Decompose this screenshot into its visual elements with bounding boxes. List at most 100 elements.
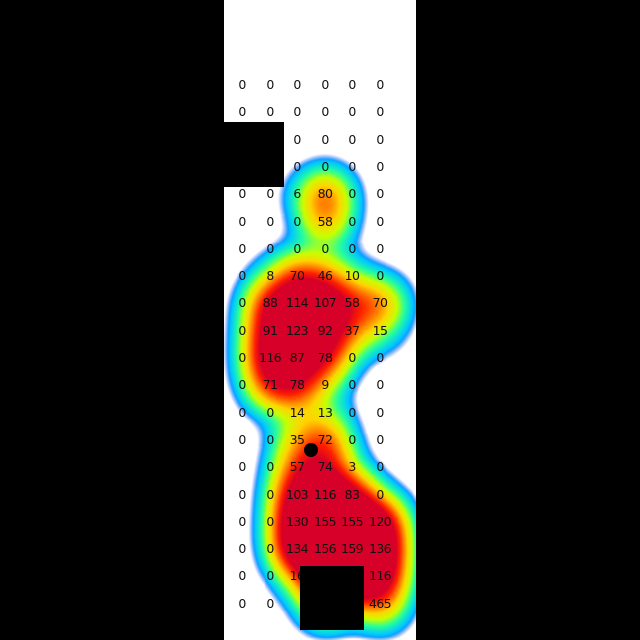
heatmap-cell-label: 13 (317, 404, 333, 420)
heatmap-cell-label: 130 (285, 513, 309, 529)
heatmap-cell-label: 0 (238, 268, 246, 284)
heatmap-cell-label: 114 (285, 295, 309, 311)
heatmap-cell-label: 0 (238, 77, 246, 92)
heatmap-cell-label: 0 (348, 213, 356, 229)
heatmap-cell-label: 0 (321, 158, 329, 174)
heatmap-cell-label: 0 (293, 240, 301, 256)
heatmap-cell-label: 0 (376, 459, 384, 475)
heatmap-cell-label: 155 (340, 513, 364, 529)
heatmap-cell-label: 0 (266, 404, 274, 420)
heatmap-cell-label: 6 (293, 186, 301, 202)
heatmap-cell-label: 116 (368, 568, 392, 584)
heatmap-cell-label: 0 (266, 486, 274, 502)
heatmap-cell-label: 0 (348, 350, 356, 365)
heatmap-cell-label: 0 (348, 104, 356, 120)
heatmap-cell-label: 0 (376, 377, 384, 393)
heatmap-cell-label: 70 (372, 295, 388, 311)
heatmap-cell-label: 0 (238, 240, 246, 256)
heatmap-cell-label: 0 (293, 131, 301, 147)
heatmap-cell-label: 9 (321, 377, 329, 393)
heatmap-cell-label: 0 (348, 431, 356, 447)
heatmap-cell-label: 0 (348, 404, 356, 420)
heatmap-cell-label: 155 (313, 513, 337, 529)
heatmap-cell-label: 0 (238, 459, 246, 475)
heatmap-cell-label: 123 (285, 322, 309, 338)
heatmap-cell-label: 116 (313, 486, 337, 502)
heatmap-cell-label: 103 (285, 486, 309, 502)
heatmap-cell-label: 0 (266, 459, 274, 475)
heatmap-cell-label: 74 (317, 459, 333, 475)
heatmap-cell-label: 0 (376, 431, 384, 447)
heatmap-cell-label: 0 (266, 541, 274, 557)
heatmap-cell-label: 156 (313, 541, 337, 557)
heatmap-cell-label: 58 (317, 213, 333, 229)
heatmap-cell-label: 465 (368, 595, 392, 611)
heatmap-cell-label: 0 (238, 431, 246, 447)
heatmap-cell-label: 0 (266, 186, 274, 202)
heatmap-cell-label: 0 (266, 77, 274, 92)
heatmap-cell-label: 46 (317, 268, 333, 284)
heatmap-cell-label: 0 (293, 213, 301, 229)
heatmap-cell-label: 0 (238, 377, 246, 393)
heatmap-cell-label: 0 (238, 213, 246, 229)
heatmap-cell-label: 0 (266, 513, 274, 529)
heatmap-cell-label: 71 (262, 377, 278, 393)
heatmap-cell-label: 0 (266, 431, 274, 447)
heatmap-cell-label: 0 (376, 131, 384, 147)
heatmap-cell-label: 134 (285, 541, 309, 557)
heatmap-cell-label: 0 (238, 404, 246, 420)
heatmap-cell-label: 88 (262, 295, 278, 311)
heatmap-cell-label: 0 (238, 104, 246, 120)
heatmap-cell-label: 0 (376, 104, 384, 120)
heatmap-cell-label: 0 (266, 240, 274, 256)
heatmap-cell-label: 0 (293, 158, 301, 174)
heatmap-cell-label: 0 (376, 186, 384, 202)
heatmap-cell-label: 0 (266, 568, 274, 584)
heatmap-cell-label: 0 (238, 186, 246, 202)
heatmap-cell-label: 0 (238, 541, 246, 557)
heatmap-cell-label: 0 (238, 350, 246, 365)
heatmap-cell-label: 0 (321, 240, 329, 256)
heatmap-cell-label: 0 (238, 568, 246, 584)
heatmap-cell-label: 0 (376, 350, 384, 365)
heatmap-cell-label: 0 (266, 213, 274, 229)
heatmap-cell-label: 72 (317, 431, 333, 447)
heatmap-cell-label: 159 (340, 541, 364, 557)
heatmap-cell-label: 0 (376, 77, 384, 92)
heatmap-cell-label: 8 (266, 268, 274, 284)
heatmap-cell-label: 0 (238, 295, 246, 311)
heatmap-cell-label: 0 (376, 404, 384, 420)
heatmap-cell-label: 0 (376, 486, 384, 502)
pressure-map-panel: 0000000000000000000000000068000000580000… (224, 0, 416, 640)
heatmap-cell-label: 0 (348, 240, 356, 256)
heatmap-cell-label: 83 (344, 486, 360, 502)
heatmap-cell-label: 80 (317, 186, 333, 202)
redaction-block-top (224, 122, 284, 187)
heatmap-cell-label: 57 (289, 459, 305, 475)
redaction-block-bottom (300, 566, 364, 630)
heatmap-cell-label: 0 (376, 240, 384, 256)
heatmap-cell-label: 0 (293, 104, 301, 120)
heatmap-cell-label: 0 (266, 104, 274, 120)
heatmap-cell-label: 0 (238, 486, 246, 502)
heatmap-cell-label: 0 (348, 131, 356, 147)
heatmap-cell-label: 0 (348, 186, 356, 202)
heatmap-cell-label: 0 (348, 377, 356, 393)
heatmap-cell-label: 92 (317, 322, 333, 338)
heatmap-cell-label: 10 (344, 268, 360, 284)
heatmap-cell-label: 120 (368, 513, 392, 529)
heatmap-cell-label: 0 (376, 268, 384, 284)
heatmap-cell-label: 0 (321, 131, 329, 147)
heatmap-cell-label: 0 (238, 513, 246, 529)
heatmap-cell-label: 78 (289, 377, 305, 393)
heatmap-cell-label: 14 (289, 404, 305, 420)
heatmap-cell-label: 35 (289, 431, 305, 447)
heatmap-cell-label: 136 (368, 541, 392, 557)
heatmap-cell-label: 116 (258, 350, 282, 365)
center-of-pressure-marker (304, 443, 318, 457)
heatmap-cell-label: 0 (348, 77, 356, 92)
heatmap-cell-label: 0 (321, 77, 329, 92)
heatmap-cell-label: 0 (376, 213, 384, 229)
heatmap-cell-label: 0 (266, 595, 274, 611)
